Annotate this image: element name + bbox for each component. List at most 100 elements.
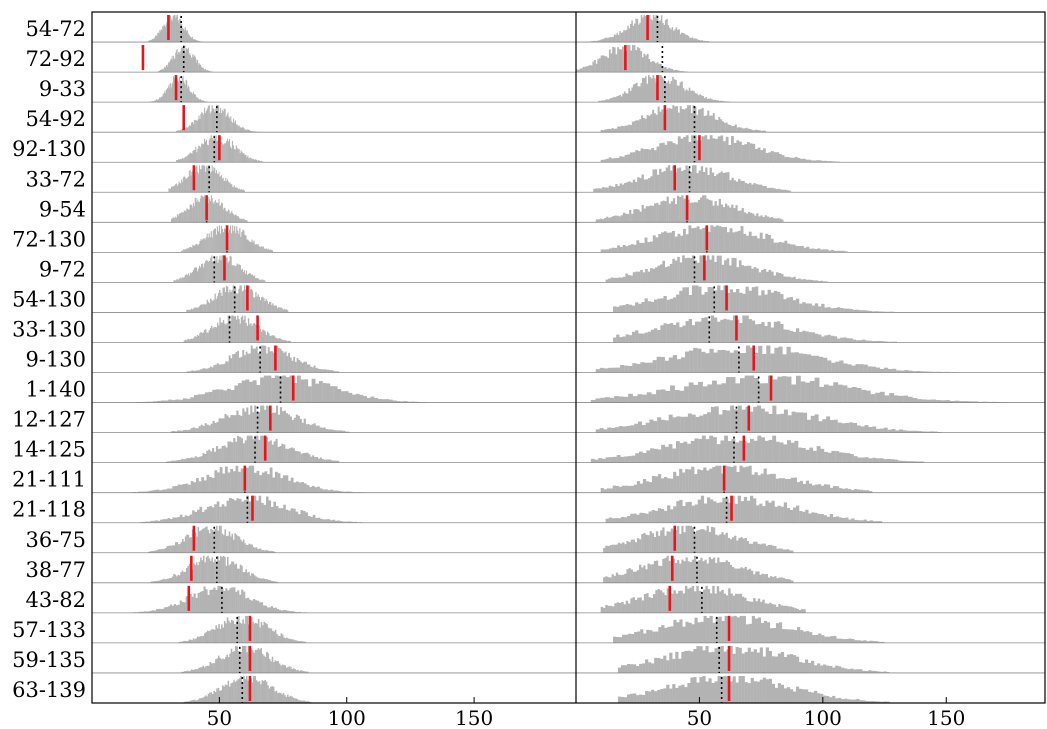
histogram-bar — [247, 645, 250, 673]
histogram-bar — [791, 384, 797, 403]
histogram-bar — [711, 255, 715, 283]
histogram-bar — [202, 304, 204, 313]
histogram-bar — [757, 598, 761, 613]
histogram-bar — [849, 422, 854, 433]
histogram-bar — [201, 528, 204, 553]
histogram-bar — [189, 272, 191, 283]
histogram-bar — [243, 153, 245, 163]
histogram-bar — [277, 307, 280, 313]
histogram-bar — [636, 514, 640, 523]
histogram-bar — [622, 126, 625, 133]
histogram-bar — [256, 435, 259, 463]
histogram-bar — [174, 15, 176, 43]
histogram-bar — [683, 33, 686, 43]
histogram-bar — [184, 515, 188, 523]
histogram-bar — [181, 212, 183, 223]
histogram-bar — [879, 391, 885, 403]
histogram-bar — [687, 199, 690, 223]
histogram-bar — [260, 377, 264, 403]
histogram-bar — [687, 650, 691, 673]
histogram-bar — [281, 350, 284, 373]
histogram-bar — [258, 577, 260, 583]
histogram-bar — [798, 609, 802, 613]
histogram-bar — [150, 39, 152, 43]
histogram-bar — [179, 514, 183, 523]
histogram-bar — [612, 46, 614, 73]
histogram-bar — [868, 701, 872, 703]
histogram-bar — [792, 244, 796, 253]
histogram-bar — [775, 272, 779, 283]
histogram-bar — [689, 202, 692, 223]
histogram-bar — [716, 205, 719, 223]
histogram-bar — [840, 307, 844, 313]
histogram-bar — [718, 465, 722, 493]
histogram-bar — [162, 519, 166, 523]
histogram-bar — [690, 90, 692, 103]
histogram-bar — [857, 520, 861, 523]
histogram-bar — [627, 275, 631, 283]
histogram-bar — [204, 392, 209, 403]
histogram-bar — [760, 150, 764, 163]
histogram-bar — [258, 325, 260, 343]
histogram-bar — [263, 298, 265, 313]
histogram-bar — [713, 437, 717, 463]
histogram-bar — [213, 228, 215, 253]
histogram-bar — [679, 443, 684, 463]
histogram-bar — [185, 156, 187, 163]
histogram-bar — [615, 544, 619, 553]
histogram-bar — [635, 302, 639, 313]
histogram-bar — [606, 249, 610, 253]
histogram-bar — [744, 651, 748, 673]
histogram-bar — [949, 401, 955, 403]
histogram-bar — [608, 278, 611, 283]
histogram-bar — [640, 51, 642, 73]
histogram-bar — [843, 308, 847, 313]
histogram-bar — [720, 676, 724, 703]
histogram-bar — [228, 565, 230, 583]
histogram-bar — [220, 690, 223, 703]
histogram-bar — [743, 266, 747, 283]
histogram-bar — [232, 285, 234, 313]
histogram-bar — [676, 416, 681, 433]
histogram-bar — [200, 147, 202, 163]
histogram-bar — [262, 605, 266, 613]
histogram-bar — [743, 233, 747, 253]
histogram-bar — [707, 589, 711, 613]
histogram-bar — [600, 607, 604, 613]
histogram-bar — [178, 213, 180, 223]
histogram-bar — [755, 184, 758, 193]
histogram-bar — [274, 471, 278, 493]
histogram-bar — [247, 155, 249, 163]
histogram-bar — [264, 656, 267, 673]
histogram-bar — [159, 97, 161, 103]
histogram-bar — [859, 700, 863, 703]
histogram-bar — [225, 257, 227, 283]
histogram-bar — [715, 138, 718, 163]
histogram-bar — [699, 108, 702, 133]
histogram-bar — [209, 165, 211, 193]
histogram-bar — [250, 274, 253, 283]
histogram-bar — [243, 623, 246, 643]
histogram-bar — [754, 472, 758, 493]
histogram-bar — [196, 40, 198, 43]
histogram-bar — [286, 610, 289, 613]
histogram-bar — [178, 130, 180, 133]
histogram-bar — [184, 249, 186, 253]
histogram-bar — [207, 301, 210, 313]
histogram-bar — [651, 475, 656, 493]
histogram-bar — [761, 437, 765, 463]
histogram-bar — [287, 448, 290, 463]
histogram-bar — [295, 414, 298, 433]
histogram-bar — [218, 171, 220, 193]
histogram-bar — [186, 309, 188, 313]
histogram-bar — [607, 605, 610, 613]
histogram-bar — [821, 303, 825, 313]
histogram-bar — [664, 420, 669, 433]
histogram-bar — [189, 670, 192, 673]
histogram-bar — [754, 148, 758, 163]
histogram-bar — [780, 413, 785, 433]
histogram-bar — [224, 208, 226, 223]
histogram-bar — [160, 31, 162, 43]
histogram-bar — [716, 119, 719, 133]
histogram-bar — [677, 525, 680, 553]
